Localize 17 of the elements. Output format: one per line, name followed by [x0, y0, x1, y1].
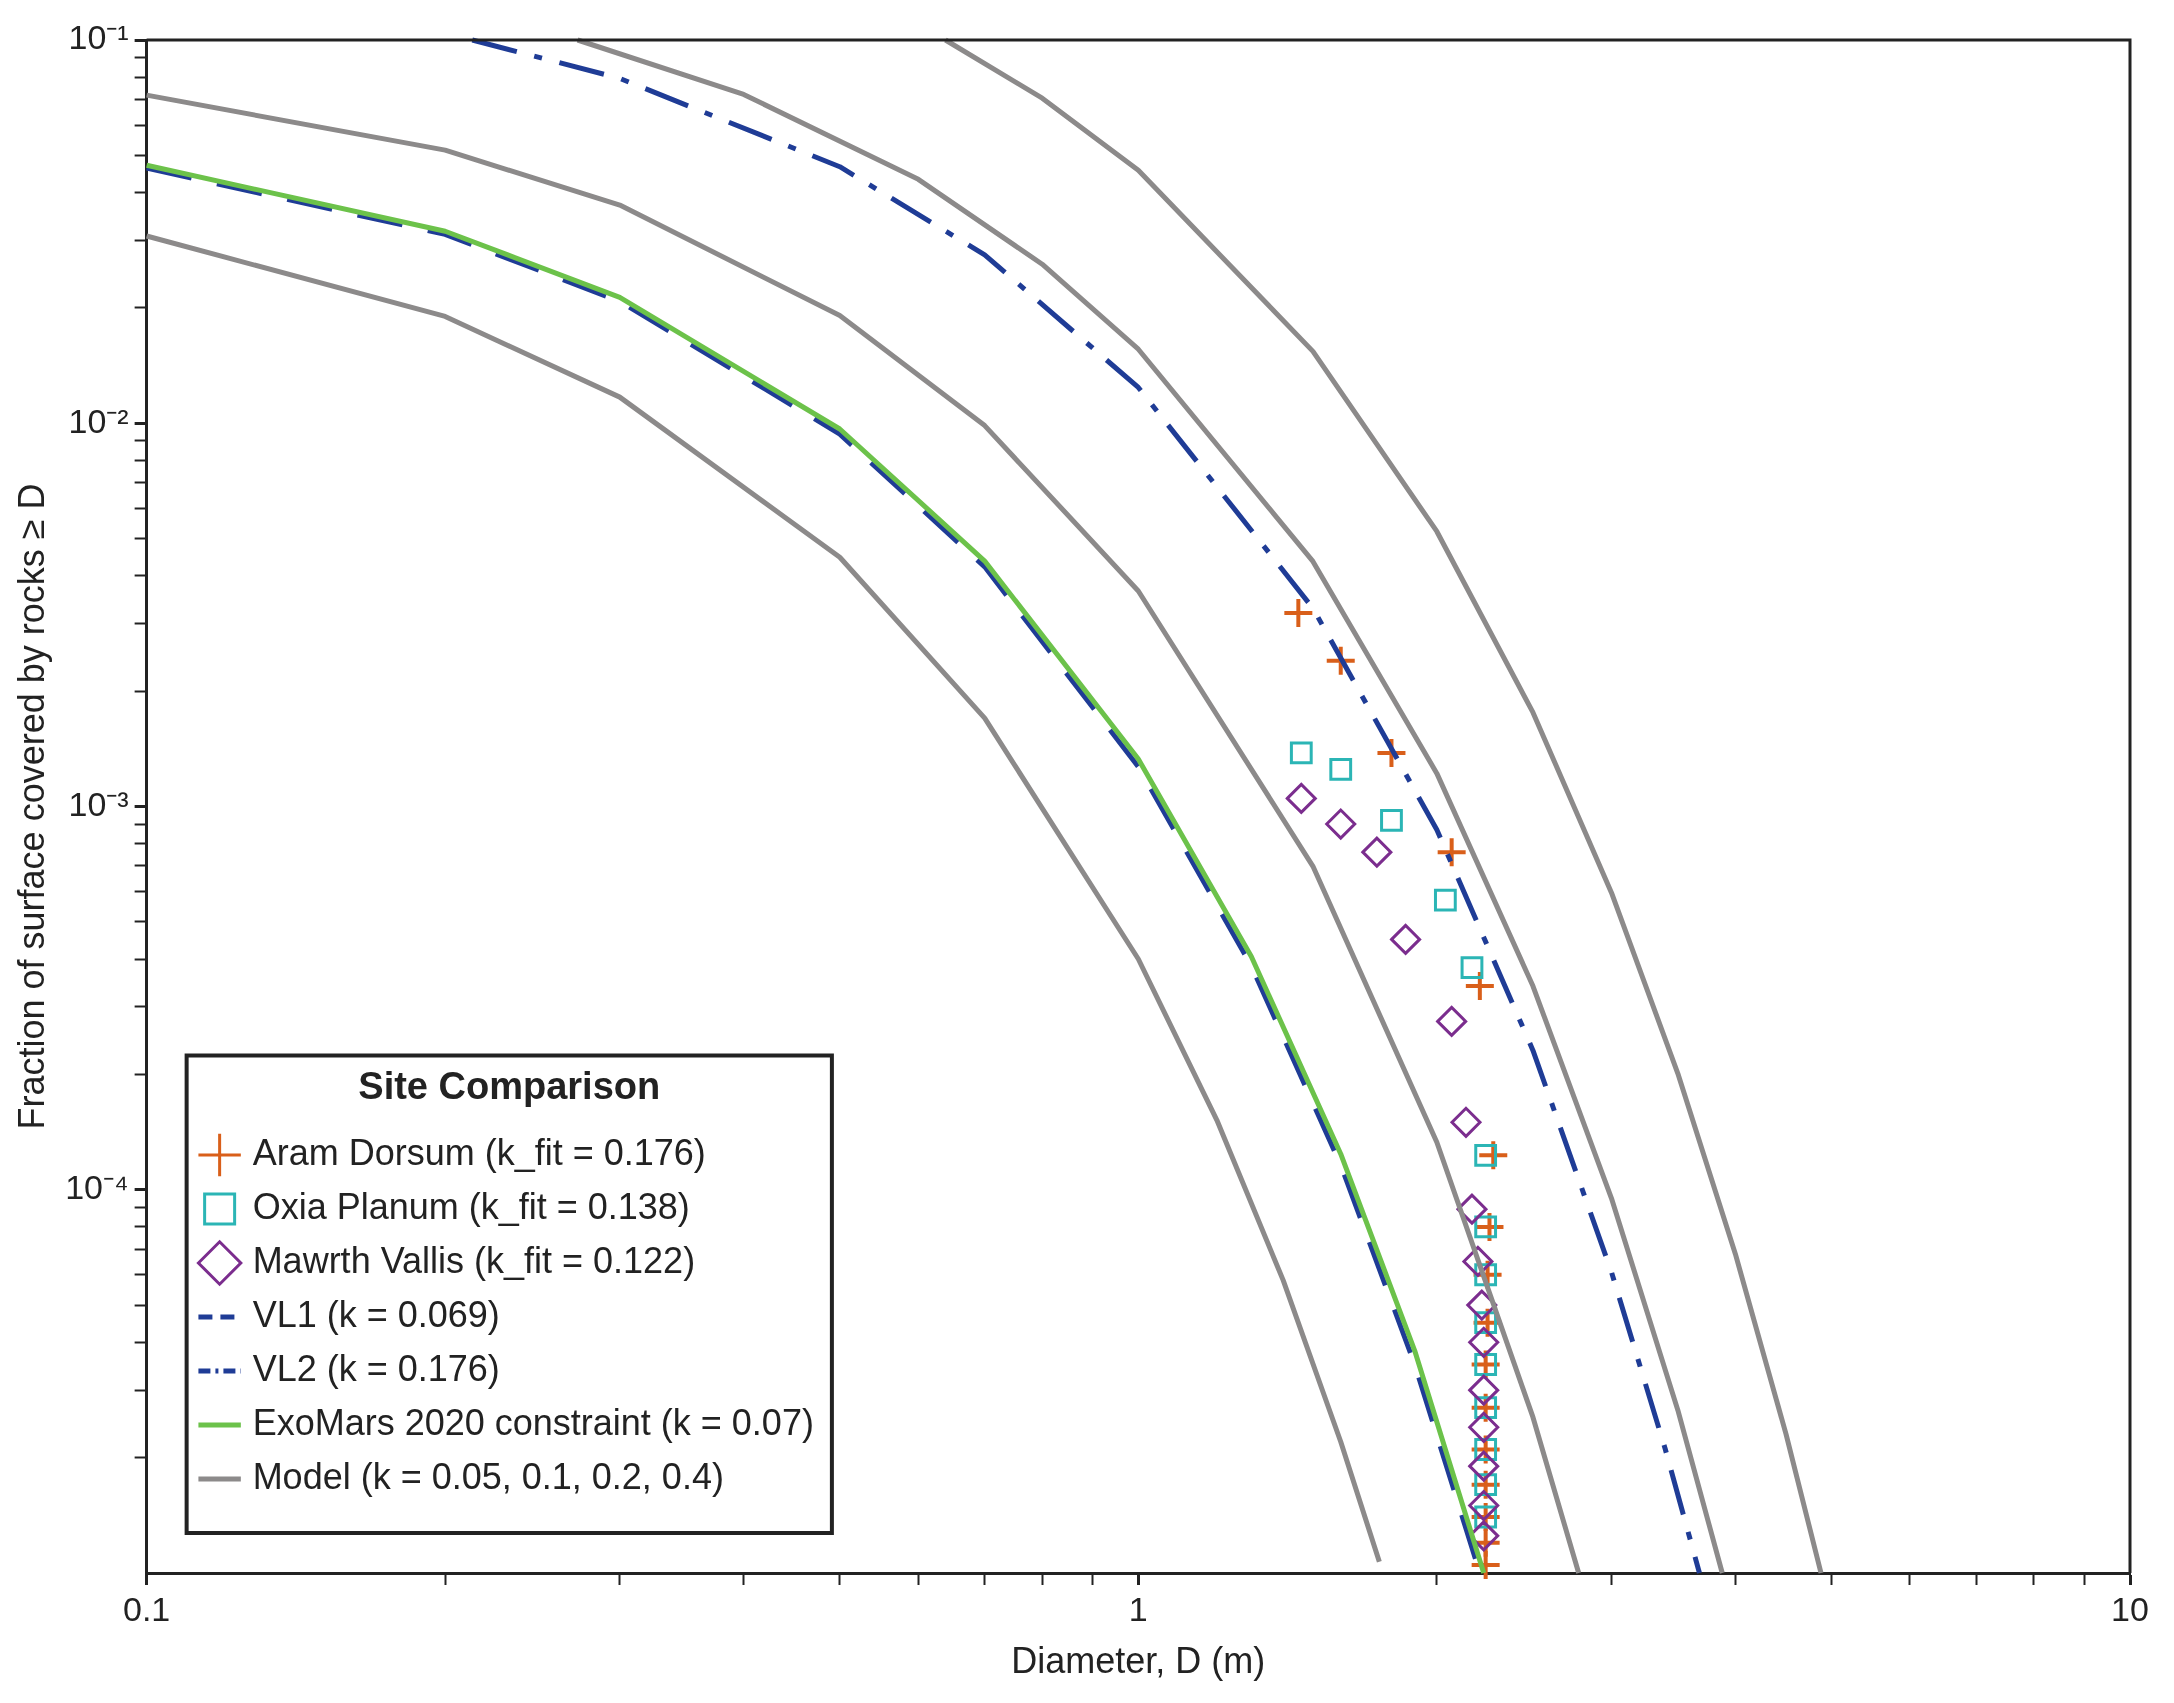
legend-label: Model (k = 0.05, 0.1, 0.2, 0.4): [252, 1455, 724, 1497]
x-tick-label: 0.1: [122, 1589, 171, 1628]
x-axis-title: Diameter, D (m): [1011, 1640, 1266, 1682]
y-tick-label: 10⁻¹: [68, 18, 129, 57]
legend-label: Aram Dorsum (k_fit = 0.176): [252, 1131, 706, 1173]
legend-label: Mawrth Vallis (k_fit = 0.122): [252, 1239, 696, 1281]
y-tick-label: 10⁻³: [68, 784, 129, 823]
legend-label: Oxia Planum (k_fit = 0.138): [252, 1185, 690, 1227]
y-tick-label: 10⁻⁴: [65, 1168, 129, 1207]
legend-label: VL2 (k = 0.176): [252, 1347, 500, 1389]
legend-label: ExoMars 2020 constraint (k = 0.07): [252, 1401, 814, 1443]
x-tick-label: 10: [2111, 1589, 2149, 1628]
legend-label: VL1 (k = 0.069): [252, 1293, 500, 1335]
legend-title: Site Comparison: [358, 1064, 661, 1107]
x-tick-label: 1: [1128, 1589, 1148, 1628]
y-tick-label: 10⁻²: [68, 401, 129, 440]
y-axis-title: Fraction of surface covered by rocks ≥ D: [10, 483, 52, 1130]
